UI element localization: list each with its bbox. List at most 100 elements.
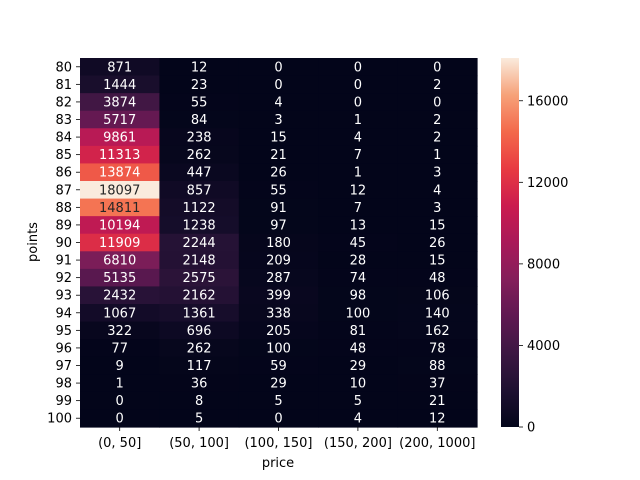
- y-tick-label: 94: [55, 306, 72, 321]
- heatmap-cell-87-1: [159, 181, 240, 200]
- cell-value-label: 162: [425, 324, 450, 339]
- y-tick-label: 96: [55, 341, 72, 356]
- cell-value-label: 1361: [183, 306, 216, 321]
- cell-value-label: 1: [433, 148, 441, 163]
- cell-value-label: 180: [266, 236, 291, 251]
- heatmap-cell-100-4: [397, 409, 478, 428]
- cell-value-label: 100: [266, 341, 291, 356]
- cell-value-label: 2: [433, 113, 441, 128]
- heatmap-cell-87-3: [318, 181, 399, 200]
- heatmap-cell-97-2: [238, 356, 319, 375]
- heatmap-cell-82-1: [159, 93, 240, 112]
- heatmap-cell-89-4: [397, 216, 478, 235]
- heatmap-cell-97-0: [80, 356, 160, 375]
- cell-value-label: 5135: [103, 271, 136, 286]
- cell-value-label: 399: [266, 289, 291, 304]
- heatmap-cell-80-2: [238, 58, 319, 77]
- heatmap-cell-99-3: [318, 391, 399, 411]
- heatmap-cell-95-0: [80, 321, 160, 340]
- heatmap-cell-83-2: [238, 110, 319, 129]
- heatmap-cell-92-0: [80, 268, 160, 288]
- cell-value-label: 6810: [103, 254, 136, 269]
- colorbar-tick-label: 4000: [527, 339, 560, 354]
- cell-value-label: 12: [429, 412, 446, 427]
- cell-value-label: 7: [354, 201, 362, 216]
- heatmap-cell-80-1: [159, 58, 240, 77]
- cell-value-label: 2: [433, 131, 441, 146]
- cell-value-label: 15: [429, 218, 446, 233]
- heatmap-cell-81-2: [238, 75, 319, 94]
- cell-value-label: 2: [433, 78, 441, 93]
- cell-value-label: 97: [270, 218, 287, 233]
- cell-value-label: 13: [350, 218, 367, 233]
- heatmap-cell-87-4: [397, 181, 478, 200]
- cell-value-label: 9861: [103, 131, 136, 146]
- heatmap-cell-96-0: [80, 339, 160, 358]
- heatmap-cell-86-4: [397, 163, 478, 182]
- heatmap-cell-98-0: [80, 374, 160, 393]
- cell-value-label: 10194: [99, 218, 140, 233]
- heatmap-cell-89-2: [238, 216, 319, 235]
- cell-value-label: 2148: [183, 254, 216, 269]
- cell-value-label: 98: [350, 289, 367, 304]
- cell-value-label: 12: [191, 60, 208, 75]
- heatmap-cell-93-4: [397, 286, 478, 305]
- heatmap-cell-90-2: [238, 233, 319, 252]
- heatmap-cell-97-3: [318, 356, 399, 375]
- cell-value-label: 322: [107, 324, 132, 339]
- heatmap-cell-92-3: [318, 268, 399, 288]
- x-tick-label: (50, 100]: [169, 436, 229, 451]
- cell-value-label: 4: [433, 183, 441, 198]
- heatmap-cell-90-4: [397, 233, 478, 252]
- heatmap-cell-93-2: [238, 286, 319, 305]
- heatmap-cell-94-1: [159, 304, 240, 323]
- heatmap-cell-83-1: [159, 110, 240, 129]
- y-tick-label: 95: [55, 324, 72, 339]
- cell-value-label: 4: [274, 95, 282, 110]
- heatmap-cell-92-4: [397, 268, 478, 288]
- heatmap-cell-99-1: [159, 391, 240, 411]
- cell-value-label: 338: [266, 306, 291, 321]
- colorbar-tick-label: 16000: [527, 94, 568, 109]
- y-tick-label: 81: [55, 78, 72, 93]
- cell-value-label: 262: [187, 341, 212, 356]
- cell-value-label: 1122: [183, 201, 216, 216]
- heatmap-cell-94-0: [80, 304, 160, 323]
- y-tick-label: 91: [55, 254, 72, 269]
- heatmap-cell-83-4: [397, 110, 478, 129]
- cell-value-label: 262: [187, 148, 212, 163]
- colorbar: 0 4000 8000 12000 16000: [501, 58, 568, 436]
- cell-value-label: 0: [116, 412, 124, 427]
- cell-value-label: 5717: [103, 113, 136, 128]
- y-tick-label: 86: [55, 166, 72, 181]
- heatmap-cell-91-0: [80, 251, 160, 270]
- heatmap-cell-81-3: [318, 75, 399, 94]
- cell-value-label: 0: [433, 95, 441, 110]
- cell-value-label: 0: [274, 412, 282, 427]
- cell-value-label: 23: [191, 78, 208, 93]
- heatmap-cell-84-2: [238, 128, 319, 147]
- heatmap-cell-80-0: [80, 58, 160, 77]
- cell-value-label: 59: [270, 359, 287, 374]
- cell-value-label: 4: [354, 131, 362, 146]
- heatmap-cell-85-1: [159, 145, 240, 165]
- heatmap-cell-83-3: [318, 110, 399, 129]
- y-tick-label: 87: [55, 183, 72, 198]
- heatmap-cell-91-3: [318, 251, 399, 270]
- cell-value-label: 81: [350, 324, 367, 339]
- heatmap-cell-81-0: [80, 75, 160, 94]
- cell-value-label: 18097: [99, 183, 140, 198]
- cell-value-label: 2162: [183, 289, 216, 304]
- heatmap-cell-88-2: [238, 198, 319, 217]
- colorbar-tick-label: 0: [527, 421, 535, 436]
- heatmap-cell-99-4: [397, 391, 478, 411]
- heatmap-cell-95-3: [318, 321, 399, 340]
- heatmap-cell-82-0: [80, 93, 160, 112]
- heatmap-cell-97-4: [397, 356, 478, 375]
- cell-value-label: 2575: [183, 271, 216, 286]
- heatmap-cell-80-4: [397, 58, 478, 77]
- heatmap-cell-88-1: [159, 198, 240, 217]
- cell-value-label: 48: [429, 271, 446, 286]
- y-tick-label: 82: [55, 95, 72, 110]
- cell-value-label: 3: [274, 113, 282, 128]
